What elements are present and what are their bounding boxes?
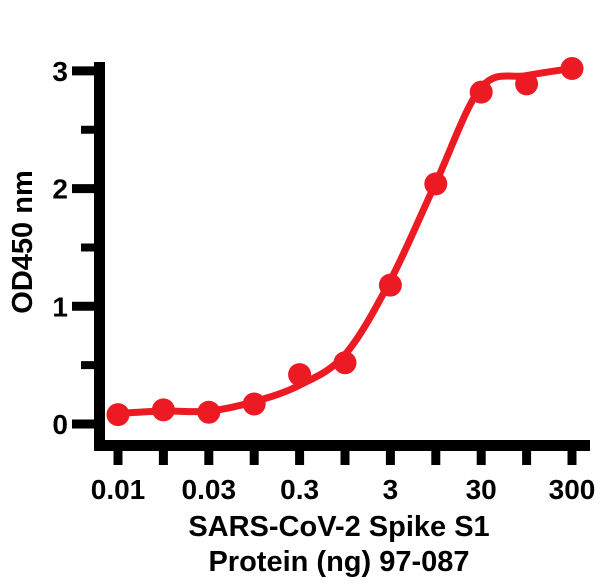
data-point [197,400,221,424]
x-tick-label: 300 [549,474,596,505]
tick-labels: 0.01 0.03 0.3 3 30 300 0 1 2 3 [52,56,595,505]
y-tick-label: 2 [52,174,68,205]
x-tick-label: 30 [466,474,497,505]
data-point [424,172,448,196]
x-tick-label: 3 [383,474,399,505]
data-point [288,363,312,387]
data-point [378,273,402,297]
data-point [333,351,357,375]
x-axis-title-line2: Protein (ng) 97-087 [208,546,469,578]
y-axis-ticks [72,66,100,429]
x-tick-label: 0.3 [280,474,319,505]
y-axis-title: OD450 nm [7,170,39,313]
x-axis-title-line1: SARS-CoV-2 Spike S1 [188,511,489,543]
x-tick-label: 0.03 [182,474,237,505]
y-tick-label: 3 [52,56,68,87]
data-point [560,57,584,81]
data-point [242,392,266,416]
data-point [515,72,539,96]
data-point [106,403,130,427]
data-point [469,80,493,104]
data-point-markers [106,57,584,427]
x-tick-label: 0.01 [91,474,146,505]
x-axis-ticks [113,445,577,465]
data-point [151,398,175,422]
y-tick-label: 0 [52,409,68,440]
y-tick-label: 1 [52,291,68,322]
axes [94,62,590,451]
